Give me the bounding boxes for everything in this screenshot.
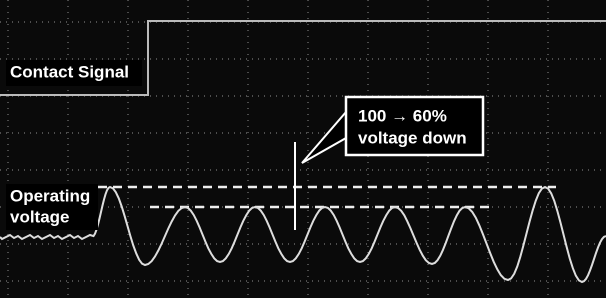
callout-text: 100 → 60% <box>358 106 447 125</box>
contact-signal-label: Contact Signal <box>10 62 129 81</box>
callout-text: voltage down <box>358 128 467 147</box>
operating-voltage-label: voltage <box>10 207 70 226</box>
operating-voltage-label: Operating <box>10 186 90 205</box>
page: Contact Signal Operating voltage 100 → 6… <box>0 0 606 298</box>
oscilloscope-screen: Contact Signal Operating voltage 100 → 6… <box>0 0 606 298</box>
screen-background <box>0 0 606 298</box>
